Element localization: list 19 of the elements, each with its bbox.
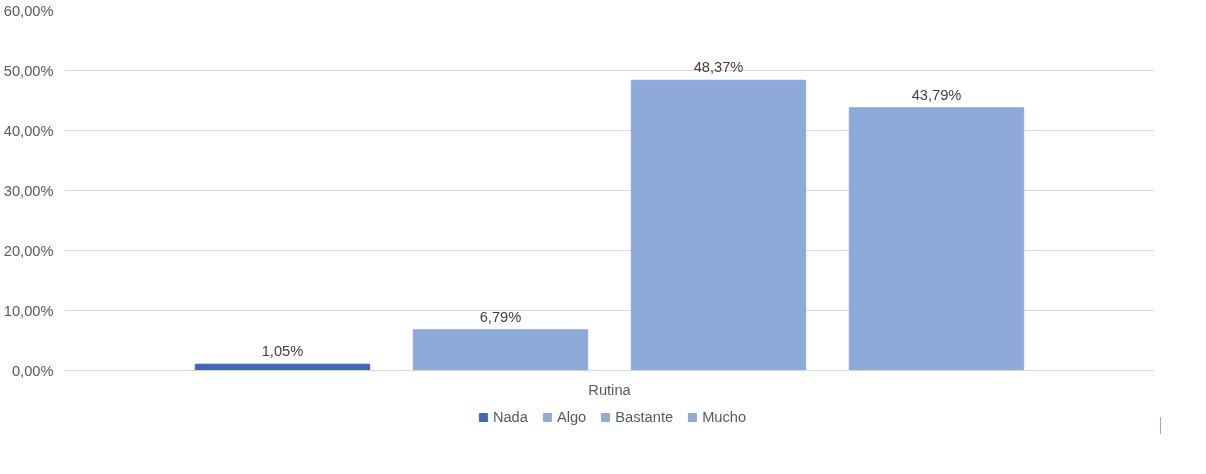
bar xyxy=(630,79,807,371)
y-tick-label: 60,00% xyxy=(3,2,54,19)
data-label: 43,79% xyxy=(911,86,962,103)
y-tick-label: 20,00% xyxy=(3,242,54,259)
y-tick-label: 30,00% xyxy=(3,182,54,199)
data-label: 1,05% xyxy=(261,343,304,360)
bar xyxy=(412,329,589,371)
legend-label: Nada xyxy=(492,409,528,425)
y-tick-label: 50,00% xyxy=(3,62,54,79)
y-tick-label: 0,00% xyxy=(11,362,54,379)
legend-label: Algo xyxy=(556,409,587,425)
y-tick-label: 10,00% xyxy=(3,302,54,319)
legend-label: Mucho xyxy=(702,409,747,425)
legend-label: Bastante xyxy=(615,409,674,425)
x-tick-label: Rutina xyxy=(588,381,632,398)
data-label: 6,79% xyxy=(479,308,522,325)
bar xyxy=(848,107,1025,371)
data-label: 48,37% xyxy=(693,59,744,76)
y-tick-label: 40,00% xyxy=(3,122,54,139)
